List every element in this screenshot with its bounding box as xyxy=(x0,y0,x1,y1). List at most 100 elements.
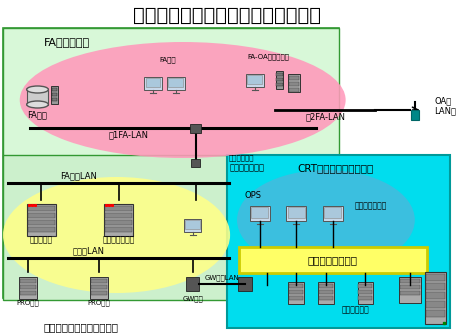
Bar xyxy=(290,82,299,86)
Bar xyxy=(185,220,200,229)
Bar xyxy=(28,220,55,225)
Bar xyxy=(19,277,36,299)
Bar xyxy=(288,207,305,218)
Bar xyxy=(167,77,185,89)
Bar xyxy=(290,88,299,92)
Bar xyxy=(105,227,132,232)
Text: 各種制御装置: 各種制御装置 xyxy=(342,305,369,314)
Text: ㅦ1FA-LAN: ㅦ1FA-LAN xyxy=(108,130,148,139)
Bar xyxy=(357,282,373,304)
Bar xyxy=(290,290,303,294)
Bar xyxy=(290,296,303,300)
Bar xyxy=(276,78,283,81)
Bar xyxy=(290,76,299,80)
Ellipse shape xyxy=(3,177,230,293)
Text: （中央制御室）: （中央制御室） xyxy=(354,202,386,210)
Bar xyxy=(319,290,333,294)
Bar xyxy=(426,283,445,290)
Bar xyxy=(144,77,162,89)
Bar xyxy=(359,296,372,300)
Bar xyxy=(290,284,303,288)
Bar xyxy=(52,98,57,101)
Bar xyxy=(189,124,201,132)
Ellipse shape xyxy=(27,101,48,108)
Text: 制御ネットワーク: 制御ネットワーク xyxy=(308,255,358,265)
Bar xyxy=(105,206,132,211)
Bar xyxy=(20,291,35,295)
Bar xyxy=(319,296,333,300)
Bar xyxy=(323,206,343,220)
Bar xyxy=(289,74,300,92)
Text: ユニット計算機: ユニット計算機 xyxy=(229,164,264,172)
Text: 機器計算機: 機器計算機 xyxy=(30,236,53,245)
Text: ユニット計算機: ユニット計算機 xyxy=(102,236,135,245)
Text: GW装置: GW装置 xyxy=(182,296,203,302)
Bar xyxy=(28,206,55,211)
Bar xyxy=(359,290,372,294)
Bar xyxy=(250,206,270,220)
Bar xyxy=(426,301,445,308)
Bar xyxy=(51,86,58,104)
Bar xyxy=(105,213,132,218)
Bar xyxy=(90,277,108,299)
Ellipse shape xyxy=(20,42,346,158)
Bar xyxy=(319,284,333,288)
Bar xyxy=(52,93,57,96)
Text: FA端末: FA端末 xyxy=(160,57,176,63)
Bar xyxy=(146,78,160,87)
Bar xyxy=(286,206,306,220)
Bar xyxy=(3,155,230,300)
Bar xyxy=(52,88,57,91)
Bar xyxy=(3,28,339,298)
Bar xyxy=(325,207,341,218)
Text: FA-OA連絡サーバ: FA-OA連絡サーバ xyxy=(248,54,290,60)
Bar xyxy=(400,291,420,295)
Bar xyxy=(289,282,304,304)
Bar xyxy=(400,279,420,283)
Bar xyxy=(91,279,106,283)
Bar xyxy=(91,285,106,289)
Text: ㅦ2FA-LAN: ㅦ2FA-LAN xyxy=(306,113,346,122)
Bar xyxy=(186,277,200,291)
Bar xyxy=(27,89,48,104)
Bar xyxy=(426,292,445,299)
Bar xyxy=(425,272,446,324)
Text: OPS: OPS xyxy=(245,191,262,200)
Text: FA系システム: FA系システム xyxy=(44,37,90,47)
Bar xyxy=(20,279,35,283)
Ellipse shape xyxy=(237,170,415,270)
Bar xyxy=(168,78,183,87)
Bar xyxy=(105,220,132,225)
Text: OA－
LANへ: OA－ LANへ xyxy=(435,96,456,116)
Text: GW連絡LAN: GW連絡LAN xyxy=(205,275,240,281)
Text: FA総監: FA総監 xyxy=(28,111,47,120)
Text: 火力発電所向け計算機システム構成: 火力発電所向け計算機システム構成 xyxy=(133,5,321,25)
Bar xyxy=(104,204,133,236)
Bar xyxy=(411,110,419,120)
Ellipse shape xyxy=(27,86,48,93)
Text: PRO装置: PRO装置 xyxy=(16,300,39,306)
Bar xyxy=(20,285,35,289)
Bar xyxy=(399,277,421,303)
Text: FA連絡LAN: FA連絡LAN xyxy=(60,171,97,180)
Bar xyxy=(251,207,268,218)
Bar xyxy=(183,218,201,232)
Text: CRTオペレーション装置: CRTオペレーション装置 xyxy=(298,163,374,173)
Bar xyxy=(190,159,201,167)
Bar xyxy=(276,83,283,86)
Bar xyxy=(276,73,283,76)
Bar xyxy=(318,282,334,304)
Bar xyxy=(248,75,262,84)
Bar xyxy=(276,71,284,89)
Text: PRO装置: PRO装置 xyxy=(88,300,110,306)
Bar xyxy=(359,284,372,288)
Text: データLAN: データLAN xyxy=(73,247,105,255)
Bar xyxy=(426,274,445,281)
Text: 連絡サーバ他: 連絡サーバ他 xyxy=(229,155,254,161)
Bar xyxy=(246,74,264,86)
Bar xyxy=(400,285,420,289)
Bar xyxy=(91,291,106,295)
Bar xyxy=(3,28,339,158)
Bar xyxy=(27,204,56,236)
Bar xyxy=(238,277,252,291)
